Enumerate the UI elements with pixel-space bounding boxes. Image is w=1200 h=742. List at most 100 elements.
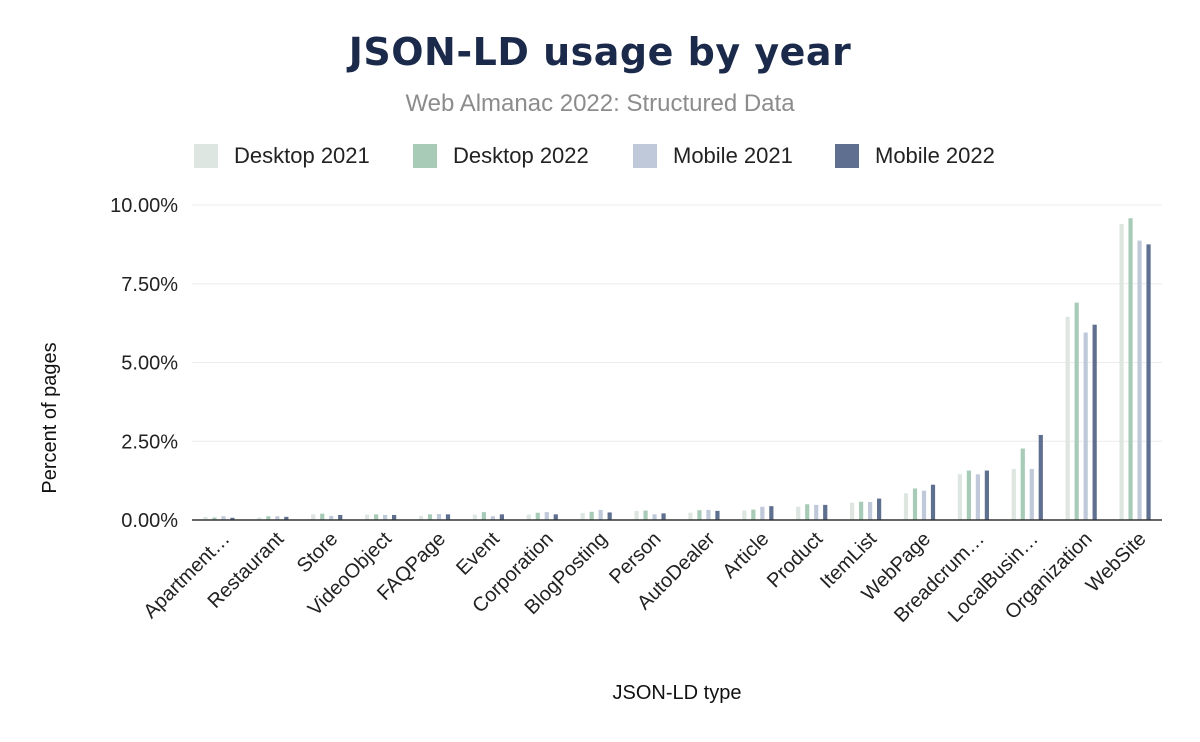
bar-desktop-2022[interactable]	[912, 488, 918, 521]
bar-mobile-2022[interactable]	[930, 484, 936, 520]
y-axis-title: Percent of pages	[39, 342, 61, 493]
legend-label-desktop-2021: Desktop 2021	[234, 143, 370, 168]
bar-desktop-2021[interactable]	[903, 493, 909, 520]
bar-desktop-2021[interactable]	[688, 512, 693, 520]
bar-desktop-2021[interactable]	[418, 515, 424, 520]
y-tick-label: 10.00%	[110, 195, 178, 217]
bar-mobile-2021[interactable]	[436, 514, 442, 520]
bar-desktop-2022[interactable]	[374, 514, 379, 520]
legend-item-mobile-2022[interactable]: Mobile 2022	[835, 140, 995, 172]
bar-mobile-2022[interactable]	[1092, 324, 1097, 520]
bar-mobile-2021[interactable]	[221, 516, 226, 520]
grid-lines	[192, 204, 1162, 442]
bar-mobile-2021[interactable]	[921, 490, 927, 520]
bar-mobile-2021[interactable]	[1029, 468, 1034, 520]
bar-desktop-2022[interactable]	[751, 509, 756, 520]
bar-desktop-2022[interactable]	[589, 511, 594, 520]
bar-mobile-2021[interactable]	[329, 515, 334, 520]
bar-desktop-2021[interactable]	[742, 510, 747, 520]
bar-mobile-2021[interactable]	[1083, 332, 1088, 520]
bar-desktop-2022[interactable]	[320, 513, 325, 520]
bar-desktop-2021[interactable]	[957, 474, 962, 520]
bar-desktop-2021[interactable]	[580, 513, 585, 520]
bar-desktop-2021[interactable]	[634, 510, 639, 520]
bar-mobile-2022[interactable]	[715, 510, 720, 520]
chart-title: JSON-LD usage by year	[348, 30, 852, 74]
bar-mobile-2022[interactable]	[984, 470, 989, 520]
bar-desktop-2021[interactable]	[472, 514, 477, 520]
legend-item-desktop-2022[interactable]: Desktop 2022	[413, 140, 589, 172]
bar-desktop-2022[interactable]	[1074, 302, 1079, 520]
bar-desktop-2021[interactable]	[257, 517, 262, 520]
bar-desktop-2022[interactable]	[859, 501, 864, 520]
legend-label-mobile-2022: Mobile 2022	[875, 143, 995, 168]
chart-legend: Desktop 2021 Desktop 2022 Mobile 2021 Mo…	[0, 140, 1200, 172]
bar-desktop-2022[interactable]	[697, 510, 702, 520]
bar-desktop-2021[interactable]	[1011, 468, 1016, 520]
bar-mobile-2022[interactable]	[499, 514, 504, 520]
bar-desktop-2021[interactable]	[850, 502, 855, 520]
chart-subtitle: Web Almanac 2022: Structured Data	[405, 90, 795, 117]
x-axis-ticks: Apartment…Restaurant StoreVideoObjectFAQP…	[140, 528, 1151, 627]
bar-mobile-2022[interactable]	[1146, 244, 1151, 520]
legend-swatch-desktop-2021	[194, 144, 218, 168]
bar-mobile-2021[interactable]	[275, 516, 280, 520]
bar-desktop-2022[interactable]	[481, 512, 486, 520]
y-tick-label: 0.00%	[121, 510, 178, 532]
legend-label-desktop-2022: Desktop 2022	[453, 143, 589, 168]
bar-desktop-2021[interactable]	[365, 514, 370, 520]
legend-item-mobile-2021[interactable]: Mobile 2021	[633, 140, 793, 172]
bar-desktop-2022[interactable]	[266, 516, 271, 520]
x-axis-title: JSON-LD type	[613, 682, 742, 704]
bar-desktop-2022[interactable]	[1020, 448, 1025, 520]
bar-mobile-2021[interactable]	[383, 514, 388, 520]
bar-mobile-2022[interactable]	[823, 504, 828, 520]
bar-mobile-2022[interactable]	[445, 514, 451, 520]
y-tick-label: 2.50%	[121, 431, 178, 453]
legend-swatch-mobile-2021	[633, 144, 657, 168]
bar-mobile-2022[interactable]	[661, 513, 666, 520]
bar-desktop-2021[interactable]	[796, 506, 801, 520]
bar-desktop-2021[interactable]	[311, 514, 316, 520]
legend-swatch-mobile-2022	[835, 144, 859, 168]
bar-mobile-2022[interactable]	[338, 514, 343, 520]
legend-item-desktop-2021[interactable]: Desktop 2021	[194, 140, 370, 172]
bar-mobile-2022[interactable]	[230, 517, 235, 520]
bar-desktop-2021[interactable]	[526, 514, 531, 520]
bar-mobile-2021[interactable]	[868, 502, 873, 520]
bar-mobile-2021[interactable]	[975, 474, 980, 520]
bar-mobile-2022[interactable]	[769, 506, 774, 520]
bar-mobile-2021[interactable]	[598, 509, 603, 520]
bar-mobile-2021[interactable]	[814, 504, 819, 520]
bar-mobile-2022[interactable]	[553, 514, 558, 520]
bar-desktop-2022[interactable]	[535, 512, 540, 520]
bar-desktop-2022[interactable]	[966, 470, 971, 520]
x-tick-label: WebSite	[1082, 528, 1151, 597]
bar-desktop-2022[interactable]	[427, 514, 433, 520]
bar-mobile-2022[interactable]	[392, 514, 397, 520]
bar-desktop-2021[interactable]	[1119, 223, 1124, 520]
bar-mobile-2021[interactable]	[760, 506, 765, 520]
bar-mobile-2022[interactable]	[877, 498, 882, 520]
bar-mobile-2021[interactable]	[544, 512, 549, 520]
bar-desktop-2022[interactable]	[805, 504, 810, 520]
bar-mobile-2022[interactable]	[607, 512, 612, 520]
y-tick-label: 5.00%	[121, 353, 178, 375]
bar-desktop-2021[interactable]	[203, 516, 208, 520]
bar-mobile-2022[interactable]	[284, 516, 289, 520]
bar-mobile-2021[interactable]	[1137, 240, 1142, 520]
y-tick-label: 7.50%	[121, 274, 178, 296]
bars	[203, 218, 1151, 521]
bar-desktop-2022[interactable]	[1128, 218, 1133, 521]
legend-label-mobile-2021: Mobile 2021	[673, 143, 793, 168]
bar-mobile-2021[interactable]	[706, 509, 711, 520]
bar-desktop-2022[interactable]	[643, 510, 648, 520]
bar-desktop-2021[interactable]	[1065, 316, 1070, 520]
x-tick-label: Product	[763, 528, 828, 593]
bar-mobile-2021[interactable]	[652, 514, 657, 520]
x-tick-label: Event	[452, 528, 504, 580]
bar-desktop-2022[interactable]	[212, 517, 217, 520]
legend-swatch-desktop-2022	[413, 144, 437, 168]
bar-mobile-2021[interactable]	[490, 516, 495, 520]
bar-mobile-2022[interactable]	[1038, 434, 1043, 520]
